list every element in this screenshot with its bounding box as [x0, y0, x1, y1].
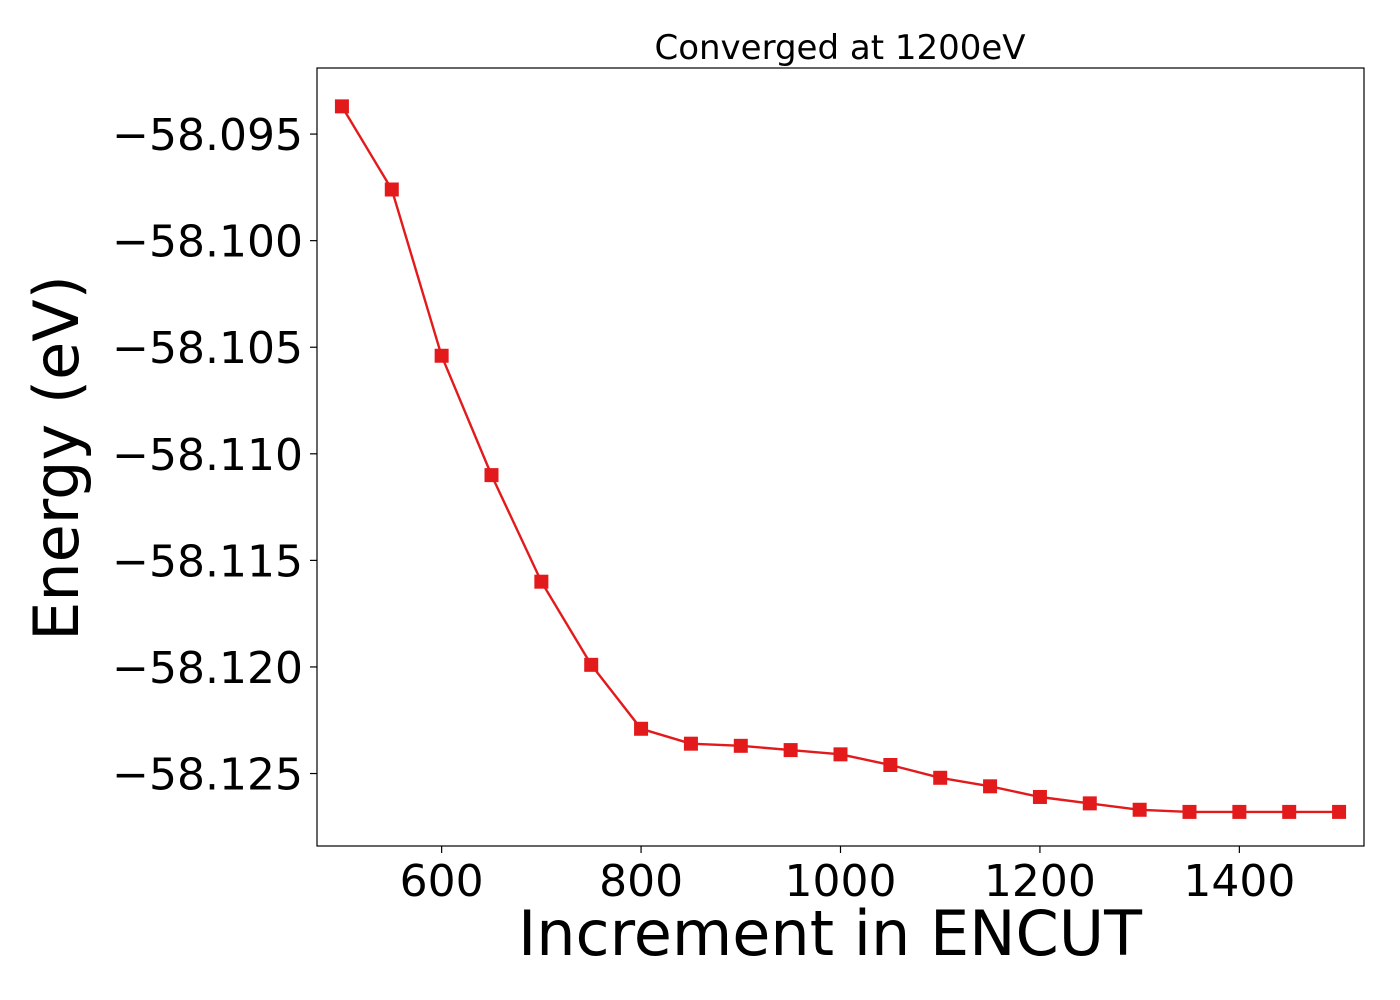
y-tick-label: −58.100: [112, 217, 303, 268]
y-tick-label: −58.120: [112, 643, 303, 694]
data-point: [733, 738, 748, 753]
data-point: [983, 779, 998, 794]
x-tick-label: 800: [599, 856, 683, 907]
data-point: [1232, 804, 1247, 819]
x-tick-label: 1200: [984, 856, 1096, 907]
data-point: [833, 747, 848, 762]
data-point: [1182, 804, 1197, 819]
y-tick-label: −58.125: [112, 750, 303, 801]
x-tick-label: 1000: [785, 856, 897, 907]
y-axis-ticks: −58.095 −58.100 −58.105 −58.110 −58.115 −58.1…: [112, 110, 317, 801]
data-point: [683, 736, 698, 751]
data-point: [1132, 802, 1147, 817]
series-layer: [334, 99, 1347, 819]
y-tick-label: −58.105: [112, 323, 303, 374]
chart-title: Converged at 1200eV: [654, 28, 1025, 68]
y-axis-label: Energy (eV): [20, 275, 93, 641]
x-tick-label: 600: [400, 856, 484, 907]
data-point: [933, 770, 948, 785]
data-point: [883, 758, 898, 773]
data-point: [384, 182, 399, 197]
x-tick-label: 1400: [1183, 856, 1295, 907]
data-point: [1032, 789, 1047, 804]
y-tick-label: −58.095: [112, 110, 303, 161]
data-point: [1282, 804, 1297, 819]
data-point: [1082, 796, 1097, 811]
data-point: [534, 574, 549, 589]
data-point: [484, 468, 499, 483]
x-axis-label: Increment in ENCUT: [518, 897, 1143, 970]
data-point: [584, 657, 599, 672]
data-point: [334, 99, 349, 114]
data-point: [783, 743, 798, 758]
data-point: [1332, 804, 1347, 819]
plot-area: [316, 67, 1365, 847]
y-tick-label: −58.115: [112, 536, 303, 587]
x-axis-ticks: 600 800 1000 1200 1400: [400, 846, 1295, 907]
y-tick-label: −58.110: [112, 430, 303, 481]
data-point: [634, 721, 649, 736]
data-point: [434, 348, 449, 363]
